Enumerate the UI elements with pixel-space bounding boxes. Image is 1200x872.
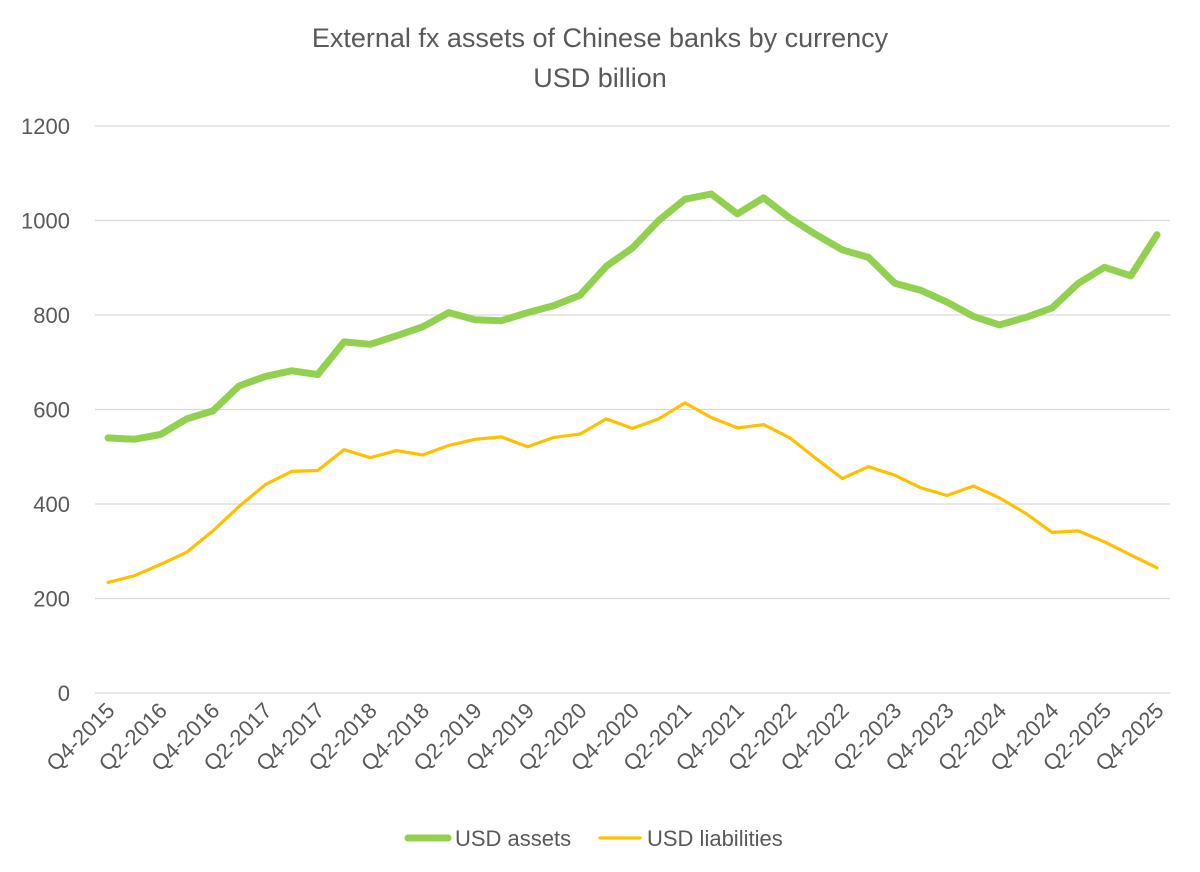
series-line-usd-assets <box>104 190 1161 443</box>
chart-subtitle: USD billion <box>533 63 667 93</box>
legend-label: USD assets <box>455 826 571 851</box>
y-axis-ticks: 0 200 400 600 800 1000 1200 <box>21 114 70 706</box>
y-tick-label: 200 <box>33 587 70 612</box>
chart-title: External fx assets of Chinese banks by c… <box>312 23 889 53</box>
x-axis-ticks: Q4-2015Q2-2016Q4-2016Q2-2017Q4-2017Q2-20… <box>41 698 1168 776</box>
series-lines <box>104 190 1161 585</box>
y-tick-label: 800 <box>33 303 70 328</box>
y-tick-label: 400 <box>33 492 70 517</box>
y-tick-label: 600 <box>33 398 70 423</box>
legend-item: USD assets <box>404 826 571 851</box>
legend-item: USD liabilities <box>598 826 783 851</box>
y-tick-label: 1000 <box>21 209 70 234</box>
series-line-usd-liabilities <box>106 401 1159 585</box>
gridlines <box>95 125 1170 694</box>
y-tick-label: 1200 <box>21 114 70 139</box>
legend-label: USD liabilities <box>647 826 783 851</box>
y-tick-label: 0 <box>58 681 70 706</box>
legend: USD assets USD liabilities <box>404 826 783 851</box>
